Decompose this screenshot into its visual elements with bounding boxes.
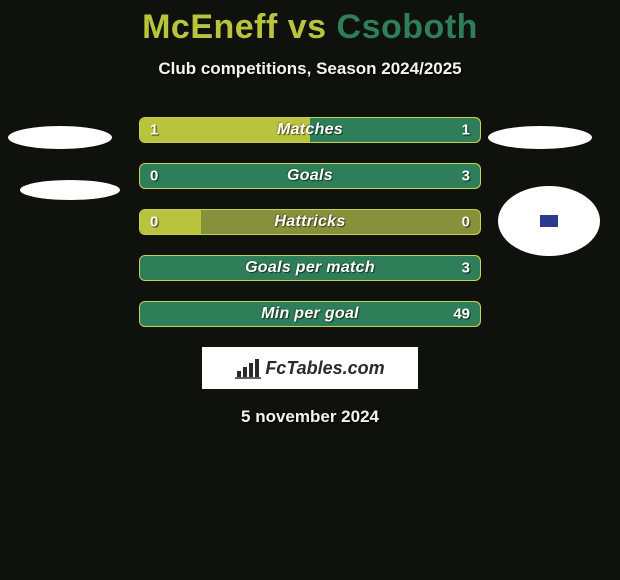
stat-value-player2: 1	[462, 122, 470, 139]
player2-badge-placeholder-1	[488, 126, 592, 149]
stat-row: Hattricks0 0	[139, 209, 481, 235]
player1-badge-placeholder-1	[8, 126, 112, 149]
stat-value-player1: 0	[150, 214, 158, 231]
stat-label: Goals	[140, 167, 480, 185]
stat-row: Matches1 1	[139, 117, 481, 143]
stat-value-player1: 0	[150, 168, 158, 185]
stat-label: Min per goal	[140, 305, 480, 323]
comparison-card: McEneff vs Csoboth Club competitions, Se…	[0, 0, 620, 580]
stat-label: Goals per match	[140, 259, 480, 277]
subtitle: Club competitions, Season 2024/2025	[0, 59, 620, 79]
vs-text: vs	[278, 8, 337, 46]
stats-bars: Matches11Goals03Hattricks00Goals per mat…	[139, 117, 481, 327]
player1-badge-placeholder-2	[20, 180, 120, 200]
player2-club-badge	[498, 186, 600, 256]
stat-row: Goals0 3	[139, 163, 481, 189]
stat-value-player1: 1	[150, 122, 158, 139]
source-logo-box: FcTables.com	[202, 347, 418, 389]
stat-value-player2: 3	[462, 260, 470, 277]
flag-icon	[540, 215, 558, 227]
bar-chart-icon	[235, 357, 261, 379]
source-logo-text: FcTables.com	[265, 358, 384, 379]
stat-label: Matches	[140, 121, 480, 139]
stat-value-player2: 0	[462, 214, 470, 231]
content-area: Matches11Goals03Hattricks00Goals per mat…	[0, 117, 620, 427]
stat-value-player2: 3	[462, 168, 470, 185]
player1-name: McEneff	[142, 8, 278, 46]
stat-row: Goals per match3	[139, 255, 481, 281]
stat-row: Min per goal49	[139, 301, 481, 327]
stat-value-player2: 49	[453, 306, 470, 323]
page-title: McEneff vs Csoboth	[0, 8, 620, 47]
stat-label: Hattricks	[140, 213, 480, 231]
player2-name: Csoboth	[337, 8, 478, 46]
date-text: 5 november 2024	[0, 407, 620, 427]
